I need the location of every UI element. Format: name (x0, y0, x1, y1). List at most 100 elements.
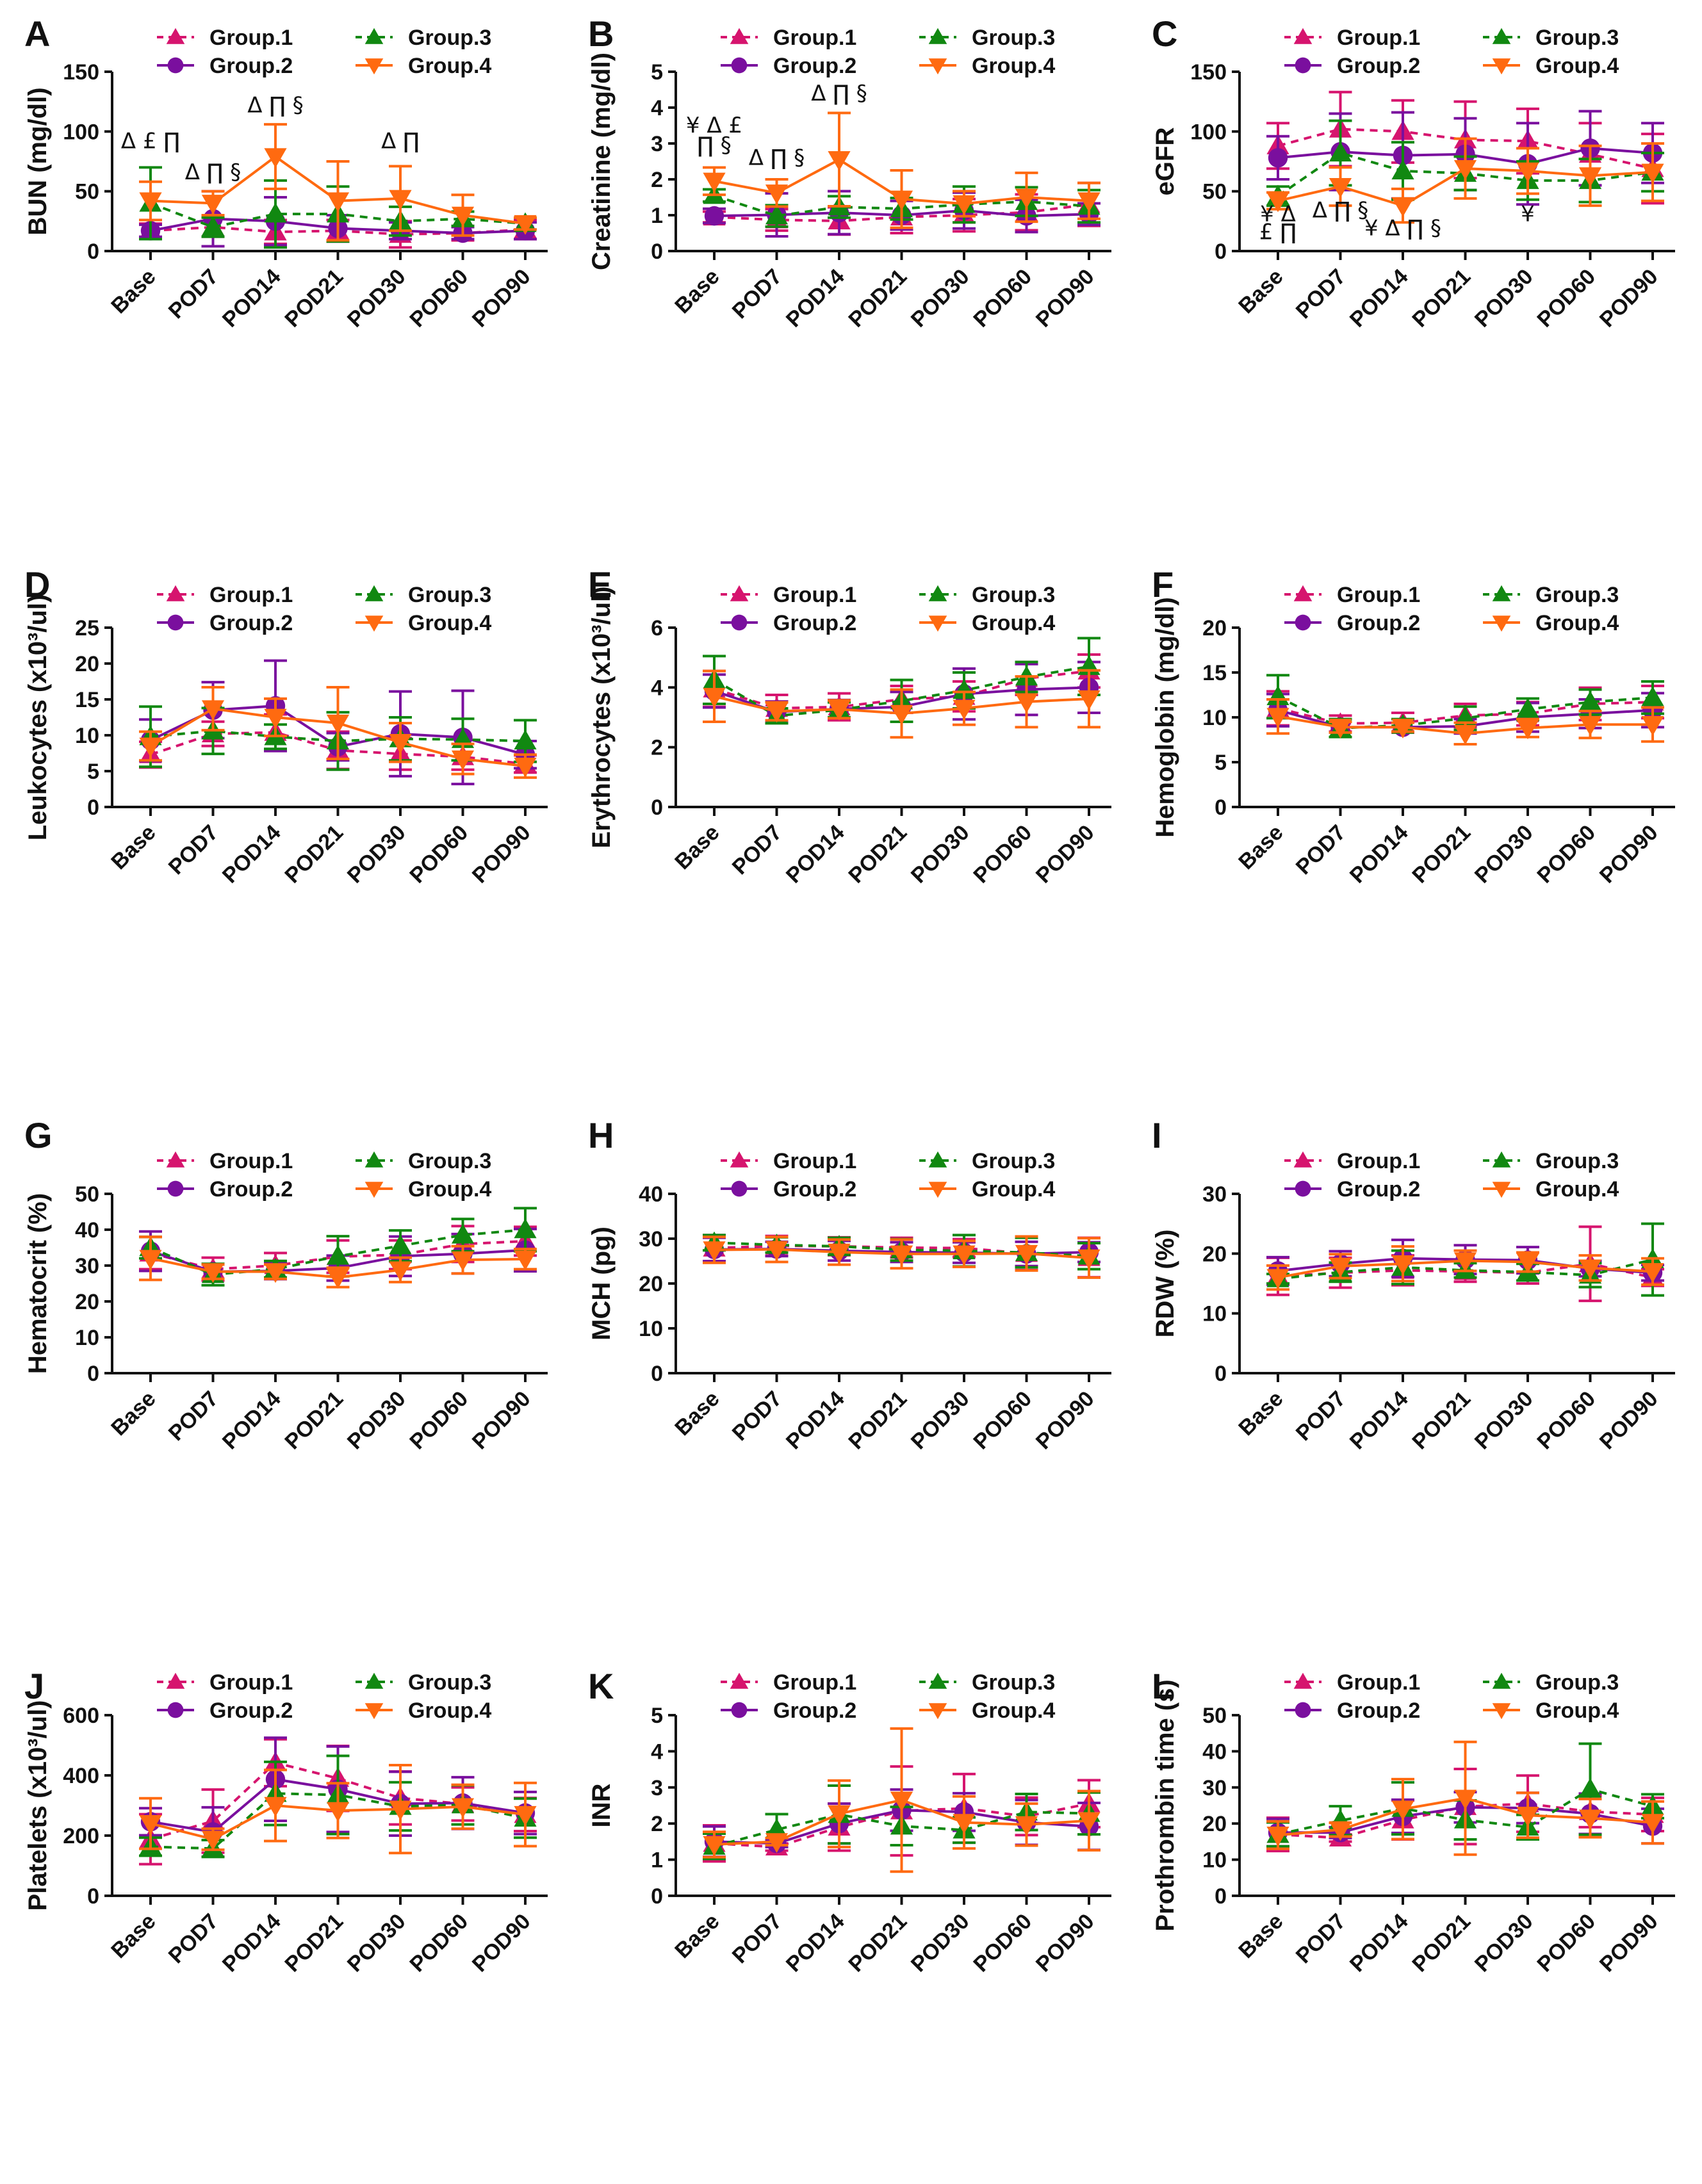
legend-item-group3: Group.3 (356, 583, 491, 607)
y-tick-label: 30 (1202, 1776, 1227, 1800)
y-tick-label: 150 (63, 60, 99, 85)
data-point (1329, 1821, 1352, 1841)
chart-panel-f: F 0 5 10 15 20 Hemoglobin (mg/dl) Base POD7 POD14… (1127, 551, 1694, 1095)
data-point (389, 1261, 412, 1282)
x-tick-label: POD7 (728, 1909, 787, 1968)
chart-svg: E 0 2 4 6 Erythrocytes (x10³/ul) Base POD7POD14… (587, 564, 1111, 888)
data-point (451, 1798, 475, 1818)
data-point (326, 192, 350, 213)
chart-panel-j: J 0 200 400 600 Platelets (x10³/ul) Base POD7 PO… (0, 1640, 567, 2184)
x-tick-label: POD90 (1595, 265, 1663, 332)
data-point (1266, 1269, 1289, 1289)
legend-label: Group.3 (408, 26, 491, 50)
legend-label: Group.2 (1337, 611, 1420, 635)
panel-letter: L (1152, 1666, 1174, 1706)
y-tick-label: 4 (651, 1740, 663, 1764)
data-point (1266, 1827, 1289, 1846)
legend-label: Group.1 (1337, 26, 1420, 50)
legend-item-group4: Group.4 (1483, 54, 1619, 78)
data-point (1077, 192, 1101, 213)
significance-annotation: ¥ Δ ∏ § (1364, 216, 1441, 241)
legend-item-group3: Group.3 (919, 1670, 1055, 1695)
x-tick-label: POD21 (280, 1909, 348, 1977)
data-point (451, 1251, 475, 1271)
legend-marker-icon (928, 585, 947, 601)
legend-label: Group.4 (408, 54, 491, 78)
data-point (514, 1250, 537, 1271)
data-point (828, 701, 851, 721)
legend-marker-icon (166, 585, 185, 601)
legend-item-group4: Group.4 (919, 54, 1055, 78)
legend-marker-icon (364, 615, 384, 632)
x-tick-label: POD90 (468, 820, 536, 888)
significance-annotation: ¥ (1521, 201, 1535, 227)
legend-marker-icon (730, 1151, 749, 1168)
data-point (1268, 148, 1288, 168)
x-tick-label: Base (670, 1909, 724, 1963)
y-tick-label: 4 (651, 676, 663, 700)
y-tick-label: 0 (87, 1884, 99, 1909)
legend-marker-icon (928, 1151, 947, 1168)
chart-panel-b: B 0 1 2 3 4 5 Creatinine (mg/dl) Base POD7 POD14 PO… (564, 0, 1131, 544)
data-point (1015, 1244, 1038, 1265)
data-point (1578, 690, 1602, 711)
data-point (1453, 1789, 1477, 1810)
legend-item-group2: Group.2 (721, 611, 856, 635)
y-tick-label: 0 (1215, 1362, 1227, 1386)
data-point (1578, 167, 1602, 187)
panel-letter: J (24, 1666, 44, 1706)
data-point (264, 148, 287, 168)
data-point (201, 216, 225, 236)
legend-label: Group.1 (1337, 583, 1420, 607)
x-tick-label: POD7 (728, 265, 787, 323)
series-group4 (139, 685, 537, 779)
series-group4 (703, 669, 1101, 739)
legend-marker-icon (1492, 1703, 1511, 1720)
legend-label: Group.1 (209, 26, 293, 50)
y-tick-label: 50 (75, 180, 99, 204)
x-tick-label: Base (670, 265, 724, 318)
legend-marker-icon (167, 614, 184, 631)
legend-marker-icon (928, 615, 947, 632)
y-tick-label: 0 (651, 240, 663, 264)
x-tick-label: POD30 (906, 265, 974, 332)
legend-marker-icon (166, 1151, 185, 1168)
y-tick-label: 15 (75, 688, 99, 712)
legend-label: Group.3 (972, 1149, 1055, 1173)
x-tick-label: POD30 (1470, 1387, 1538, 1455)
x-tick-label: POD90 (1031, 1909, 1099, 1977)
legend-label: Group.1 (773, 26, 856, 50)
legend-label: Group.3 (1535, 26, 1619, 50)
data-point (1266, 192, 1289, 213)
x-tick-label: Base (106, 265, 160, 318)
y-axis-label: Creatinine (mg/dl) (587, 53, 616, 270)
x-tick-label: POD60 (1532, 1387, 1600, 1455)
chart-panel-e: E 0 2 4 6 Erythrocytes (x10³/ul) Base POD7 POD14… (564, 551, 1131, 1095)
x-tick-label: POD14 (781, 265, 849, 332)
data-point (201, 1263, 225, 1284)
legend-item-group2: Group.2 (721, 54, 856, 78)
y-tick-label: 20 (75, 1290, 99, 1314)
legend-marker-icon (928, 1672, 947, 1689)
data-point (264, 708, 287, 729)
y-axis-label: Hemoglobin (mg/dl) (1151, 597, 1179, 838)
y-axis-label: Leukocytes (x10³/ul) (24, 594, 52, 841)
y-tick-label: 6 (651, 616, 663, 640)
chart-panel-d: D 0 5 10 15 20 25 Leukocytes (x10³/ul) Base POD7 P… (0, 551, 567, 1095)
data-point (1329, 142, 1352, 162)
data-point (890, 1791, 913, 1812)
panel-letter: E (588, 564, 612, 605)
legend-label: Group.3 (408, 1149, 491, 1173)
y-tick-label: 50 (1202, 1704, 1227, 1728)
legend-item-group3: Group.3 (919, 26, 1055, 50)
legend-marker-icon (928, 28, 947, 44)
legend-marker-icon (730, 1672, 749, 1689)
data-point (1516, 162, 1539, 183)
legend-label: Group.3 (408, 1670, 491, 1695)
x-tick-label: POD21 (1407, 1909, 1475, 1977)
y-tick-label: 10 (1202, 1848, 1227, 1873)
legend-item-group2: Group.2 (157, 54, 293, 78)
x-tick-label: POD21 (844, 1909, 912, 1977)
y-tick-label: 10 (75, 724, 99, 748)
